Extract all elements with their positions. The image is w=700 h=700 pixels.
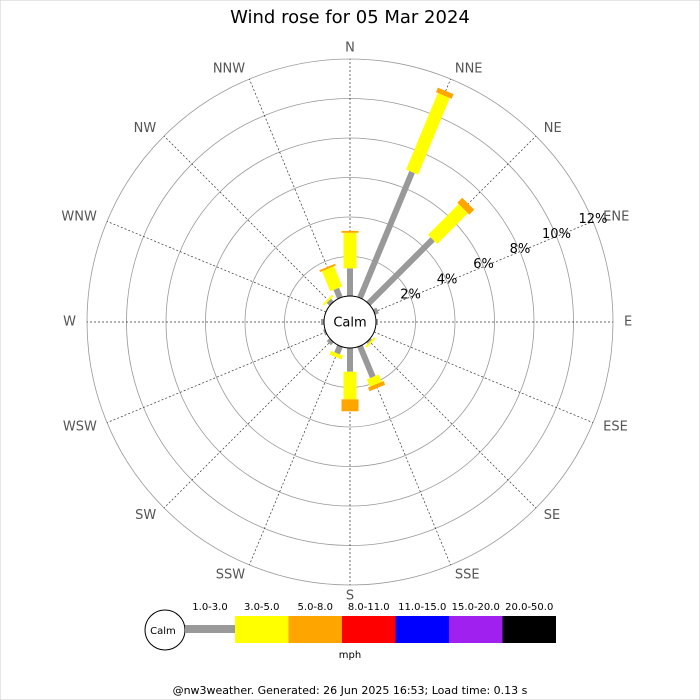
direction-label: N bbox=[345, 41, 355, 56]
grid-ring bbox=[244, 216, 456, 428]
bar-segment bbox=[334, 344, 343, 355]
chart-title: Wind rose for 05 Mar 2024 bbox=[230, 7, 470, 28]
direction-label: NNE bbox=[455, 61, 483, 76]
direction-label: S bbox=[346, 589, 354, 604]
bar-segment bbox=[372, 307, 379, 315]
direction-label: ENE bbox=[603, 210, 629, 225]
direction-label: WNW bbox=[61, 210, 97, 225]
legend-calm-label: Calm bbox=[150, 626, 176, 637]
direction-label: SSW bbox=[216, 568, 246, 583]
direction-label: WSW bbox=[63, 419, 97, 434]
legend-swatch bbox=[395, 616, 449, 643]
bar-segment bbox=[428, 204, 468, 244]
bar-segment bbox=[357, 170, 415, 300]
bar-segment bbox=[333, 287, 343, 300]
legend-label: 20.0-50.0 bbox=[505, 602, 553, 613]
bar-segment bbox=[326, 298, 334, 306]
r-tick-label: 6% bbox=[473, 257, 494, 272]
spoke bbox=[373, 221, 594, 313]
r-tick-label: 12% bbox=[579, 212, 608, 227]
calm-circle bbox=[323, 295, 377, 349]
direction-label: NW bbox=[134, 121, 157, 136]
legend-label: 5.0-8.0 bbox=[298, 602, 333, 613]
bar-segment bbox=[367, 381, 386, 392]
bar-segment bbox=[326, 338, 334, 346]
legend-swatch bbox=[342, 616, 396, 643]
legend-label: 1.0-3.0 bbox=[192, 602, 227, 613]
r-tick-label: 4% bbox=[437, 272, 458, 287]
footer: @nw3weather. Generated: 26 Jun 2025 16:5… bbox=[173, 684, 528, 697]
legend-label: 8.0-11.0 bbox=[348, 602, 390, 613]
direction-label: E bbox=[624, 315, 632, 330]
calm-label: Calm bbox=[333, 316, 366, 331]
r-tick-label: 2% bbox=[400, 287, 421, 302]
r-tick-label: 10% bbox=[542, 227, 571, 242]
legend-swatch bbox=[449, 616, 503, 643]
spoke bbox=[359, 345, 451, 566]
direction-label: SE bbox=[544, 508, 560, 523]
legend-label: 11.0-15.0 bbox=[398, 602, 446, 613]
spoke bbox=[163, 135, 332, 304]
bar-segment bbox=[319, 263, 336, 273]
bar-segment bbox=[435, 87, 454, 99]
bar-segment bbox=[366, 237, 435, 306]
unit-label: mph bbox=[339, 650, 361, 661]
r-tick-label: 8% bbox=[510, 242, 531, 257]
direction-label: NNW bbox=[213, 61, 245, 76]
bar-segment bbox=[329, 350, 344, 360]
direction-label: W bbox=[63, 315, 76, 330]
bar-segment bbox=[321, 266, 343, 292]
direction-label: NE bbox=[544, 121, 562, 136]
legend-label: 3.0-5.0 bbox=[244, 602, 279, 613]
bar-segment bbox=[322, 294, 334, 306]
direction-label: ESE bbox=[603, 419, 628, 434]
spoke bbox=[368, 340, 537, 509]
spoke bbox=[373, 331, 594, 423]
spoke bbox=[249, 78, 341, 299]
bar-segment bbox=[406, 92, 450, 175]
legend-label: 15.0-20.0 bbox=[452, 602, 500, 613]
bar-segment bbox=[357, 344, 376, 379]
bar-segment bbox=[366, 374, 382, 387]
grid-ring bbox=[205, 177, 495, 467]
legend-swatch bbox=[288, 616, 342, 643]
spoke bbox=[368, 135, 537, 304]
spoke bbox=[106, 221, 327, 313]
bar-segment bbox=[365, 337, 376, 348]
legend-swatch bbox=[502, 616, 556, 643]
direction-label: SSE bbox=[455, 568, 480, 583]
spoke bbox=[249, 345, 341, 566]
legend-swatch bbox=[235, 616, 289, 643]
bar-segment bbox=[457, 197, 475, 215]
spoke bbox=[163, 340, 332, 509]
direction-label: SW bbox=[135, 508, 156, 523]
spoke bbox=[106, 331, 327, 423]
